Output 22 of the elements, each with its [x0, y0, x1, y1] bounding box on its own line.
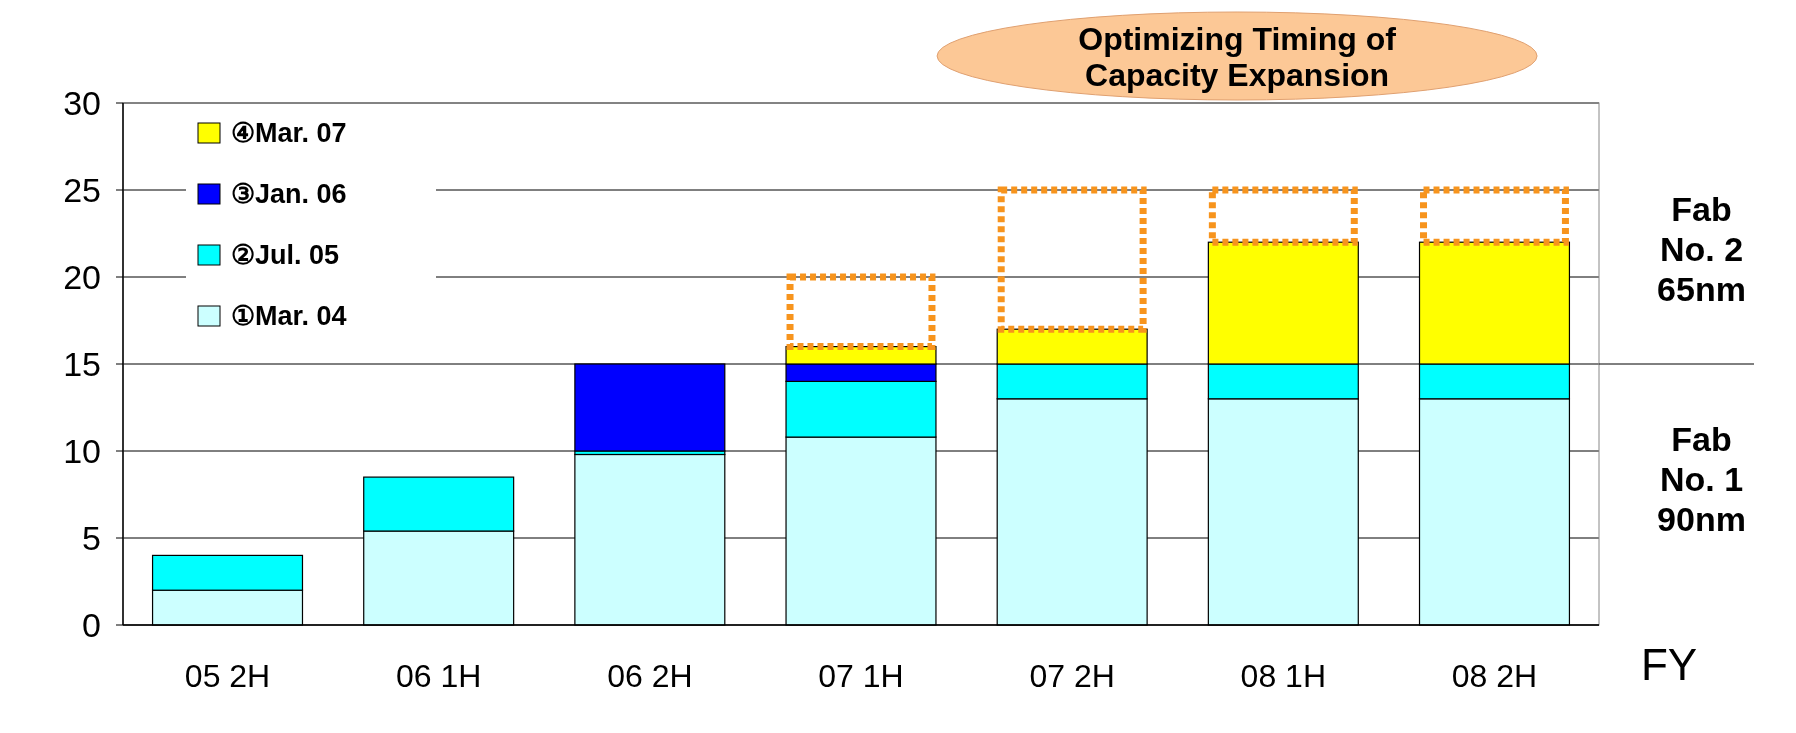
y-tick-label: 10 — [63, 431, 101, 470]
text: Fab No. 1 90nm — [1657, 419, 1746, 538]
text: Fab No. 2 65nm — [1657, 190, 1746, 309]
y-tick-label: 5 — [82, 518, 101, 557]
x-tick-label: 06 2H — [607, 658, 693, 694]
y-tick-label: 25 — [63, 170, 101, 209]
text: Optimizing Timing of Capacity Expansion — [1078, 21, 1397, 93]
x-tick-label: 07 1H — [818, 658, 904, 694]
legend-label: ①Mar. 04 — [231, 301, 347, 332]
y-tick-label: 20 — [63, 257, 101, 296]
x-tick-label: 08 1H — [1240, 658, 1327, 694]
x-tick-label: 05 2H — [184, 658, 271, 694]
x-tick-label: 08 2H — [1451, 658, 1538, 694]
y-tick-label: 15 — [63, 344, 101, 383]
y-tick-label: 0 — [82, 605, 101, 644]
x-axis-title: FY — [1640, 640, 1698, 689]
legend-label: ④Mar. 07 — [231, 118, 347, 149]
y-tick-label: 30 — [63, 83, 101, 122]
x-tick-label: 06 1H — [395, 658, 482, 694]
legend-label: ③Jan. 06 — [231, 179, 347, 210]
legend-label: ②Jul. 05 — [231, 240, 340, 271]
x-tick-label: 07 2H — [1029, 658, 1115, 694]
